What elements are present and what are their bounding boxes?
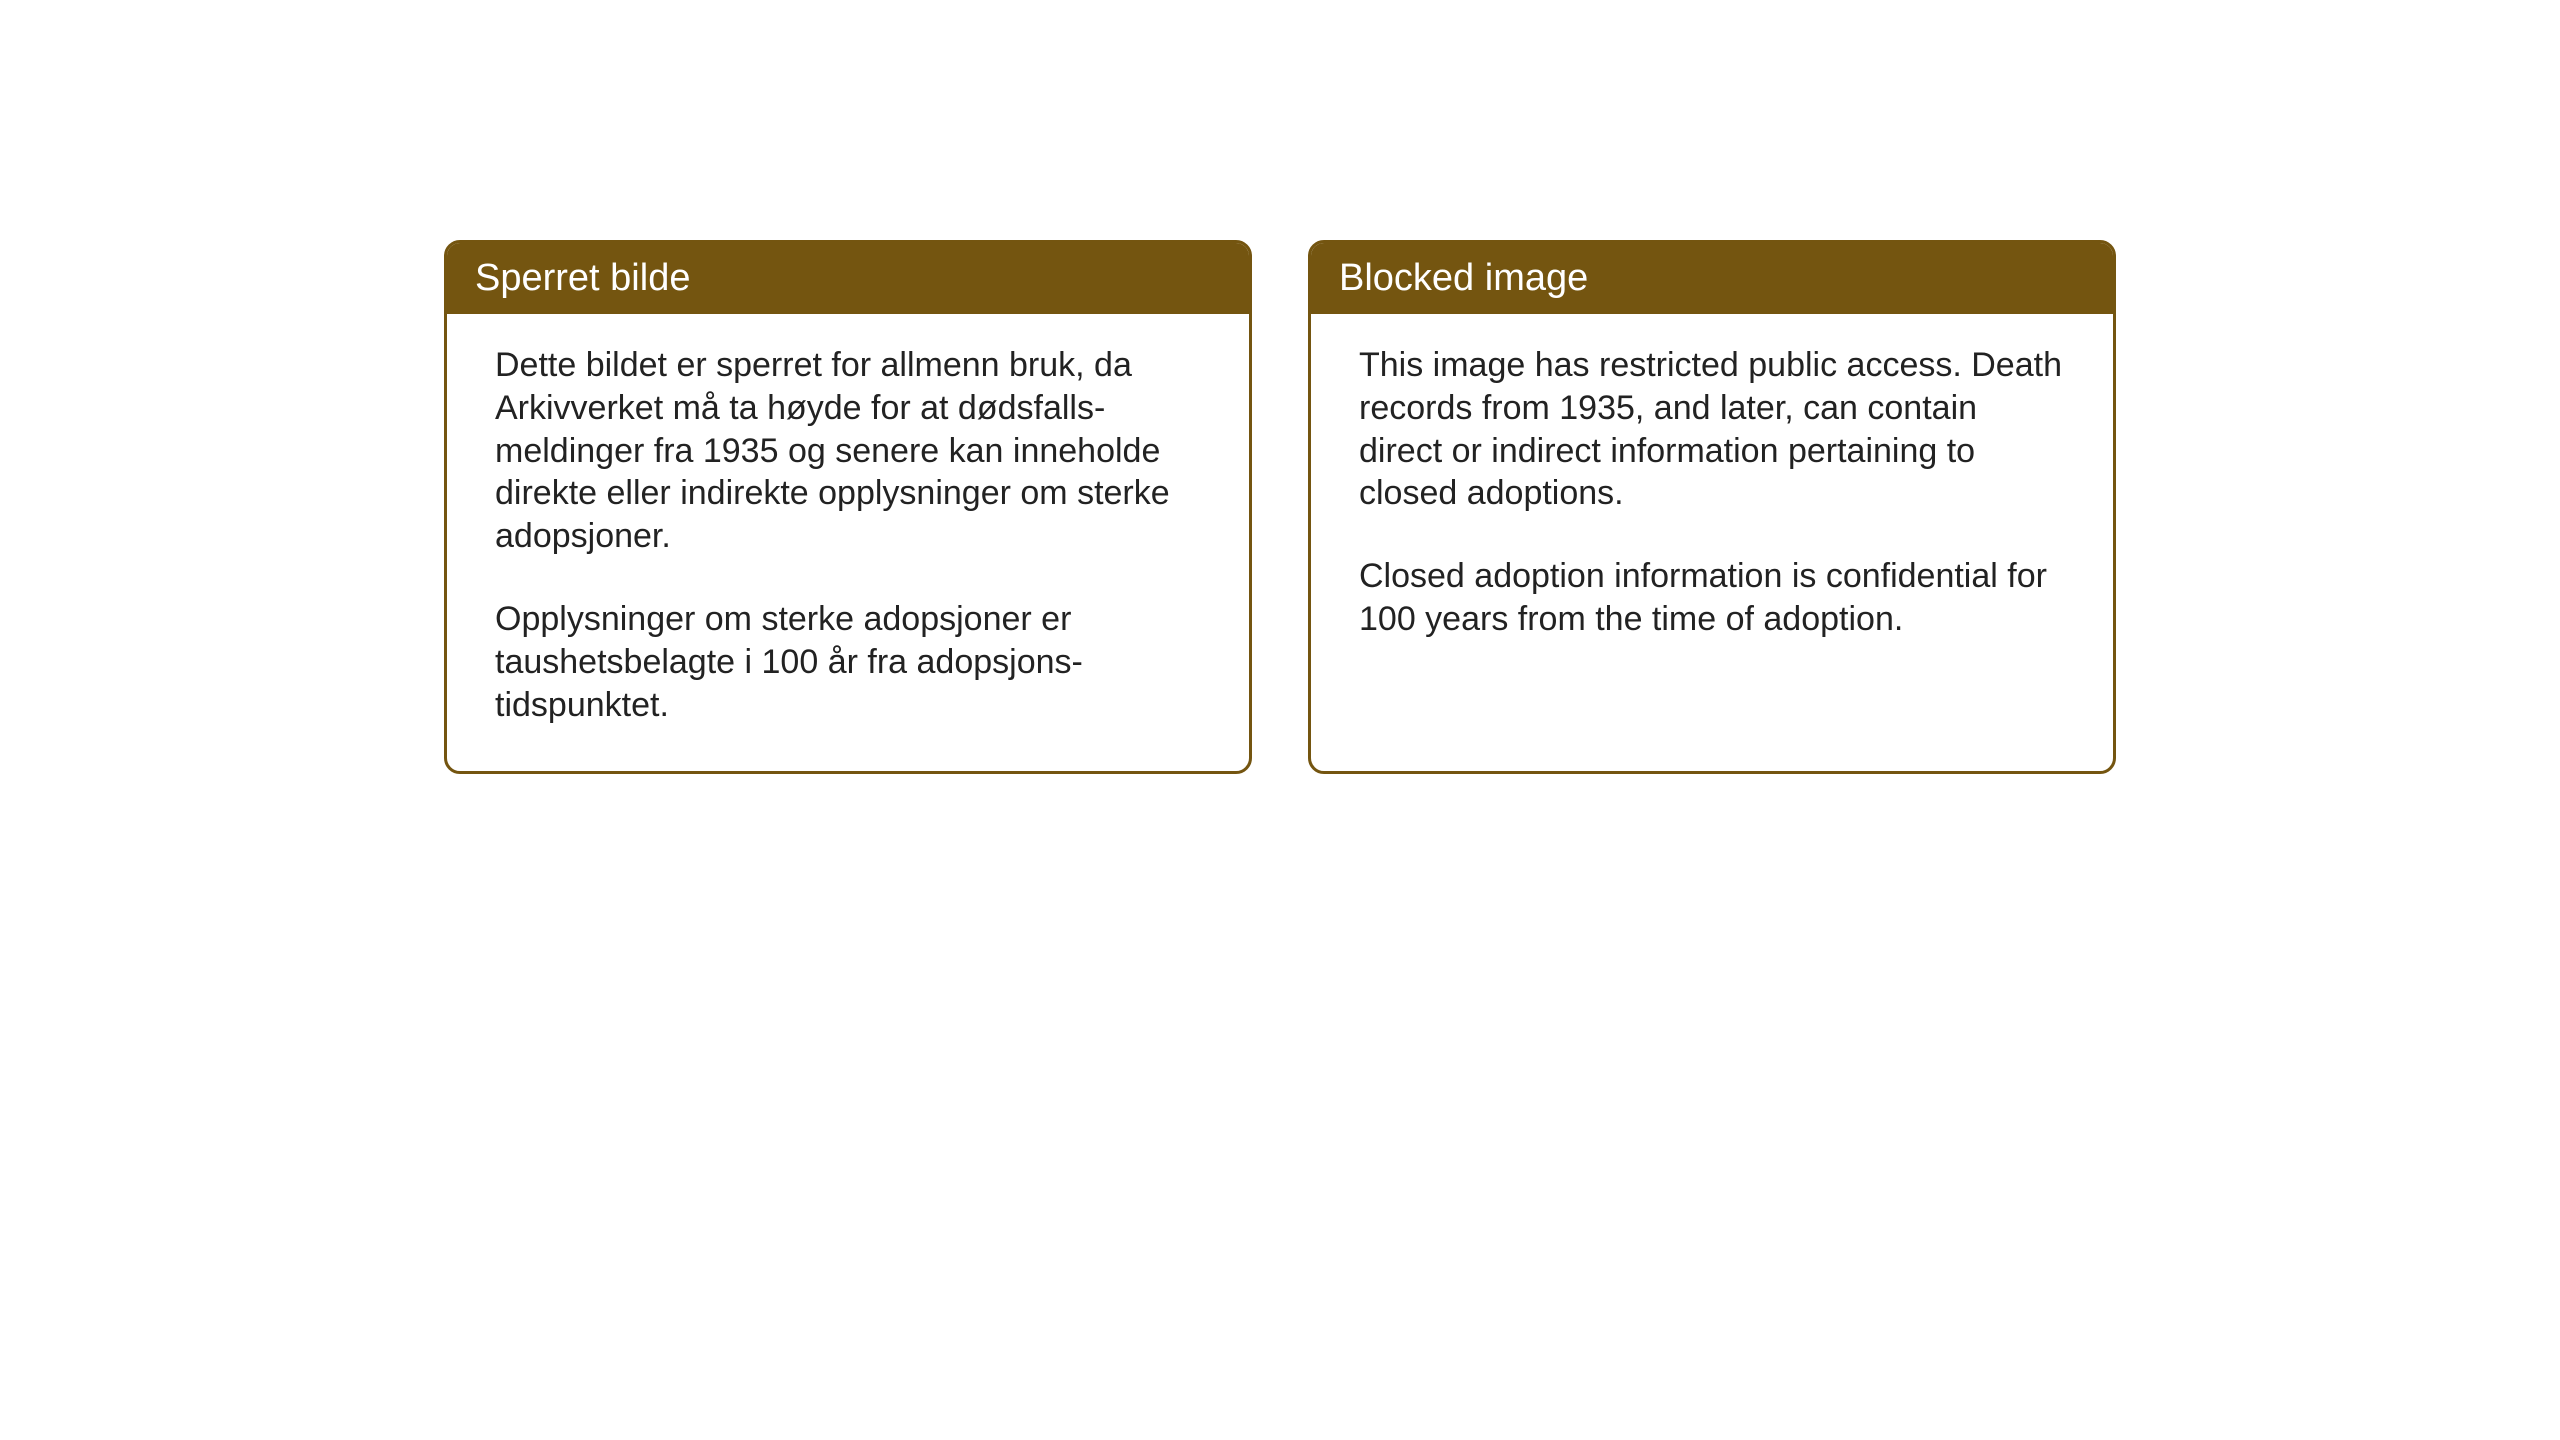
- english-card-body: This image has restricted public access.…: [1311, 314, 2113, 685]
- english-paragraph-1: This image has restricted public access.…: [1359, 344, 2065, 515]
- notice-cards-container: Sperret bilde Dette bildet er sperret fo…: [444, 240, 2116, 774]
- norwegian-notice-card: Sperret bilde Dette bildet er sperret fo…: [444, 240, 1252, 774]
- norwegian-paragraph-1: Dette bildet er sperret for allmenn bruk…: [495, 344, 1201, 558]
- english-paragraph-2: Closed adoption information is confident…: [1359, 555, 2065, 641]
- norwegian-card-body: Dette bildet er sperret for allmenn bruk…: [447, 314, 1249, 771]
- english-card-title: Blocked image: [1311, 243, 2113, 314]
- norwegian-paragraph-2: Opplysninger om sterke adopsjoner er tau…: [495, 598, 1201, 726]
- english-notice-card: Blocked image This image has restricted …: [1308, 240, 2116, 774]
- norwegian-card-title: Sperret bilde: [447, 243, 1249, 314]
